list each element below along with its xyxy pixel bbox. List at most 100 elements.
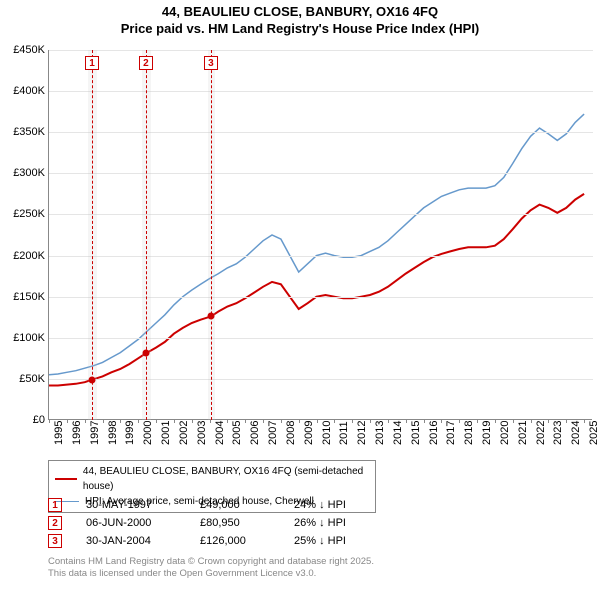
title-line-1: 44, BEAULIEU CLOSE, BANBURY, OX16 4FQ <box>0 4 600 21</box>
x-axis-label: 2018 <box>463 421 475 445</box>
footer: Contains HM Land Registry data © Crown c… <box>48 556 374 581</box>
y-axis-label: £50K <box>1 373 45 385</box>
sales-row: 206-JUN-2000£80,95026% ↓ HPI <box>48 516 384 530</box>
sale-marker-box: 2 <box>139 56 153 70</box>
y-gridline <box>49 173 593 174</box>
sale-point <box>207 313 214 320</box>
y-gridline <box>49 91 593 92</box>
plot-area: £0£50K£100K£150K£200K£250K£300K£350K£400… <box>48 50 592 420</box>
sale-dashed-line <box>211 50 212 420</box>
x-axis-label: 2017 <box>445 421 457 445</box>
footer-line-1: Contains HM Land Registry data © Crown c… <box>48 556 374 568</box>
x-axis-label: 2025 <box>588 421 600 445</box>
x-tick <box>424 419 425 423</box>
x-tick <box>495 419 496 423</box>
x-tick <box>334 419 335 423</box>
chart-container: 44, BEAULIEU CLOSE, BANBURY, OX16 4FQ Pr… <box>0 0 600 590</box>
x-axis-label: 2023 <box>552 421 564 445</box>
sales-row-marker: 1 <box>48 498 62 512</box>
legend-item: 44, BEAULIEU CLOSE, BANBURY, OX16 4FQ (s… <box>55 464 369 494</box>
x-tick <box>388 419 389 423</box>
y-gridline <box>49 338 593 339</box>
x-axis-label: 2021 <box>517 421 529 445</box>
x-tick <box>227 419 228 423</box>
hpi-line <box>49 114 584 375</box>
sales-row: 330-JAN-2004£126,00025% ↓ HPI <box>48 534 384 548</box>
x-tick <box>352 419 353 423</box>
x-tick <box>263 419 264 423</box>
legend-label: 44, BEAULIEU CLOSE, BANBURY, OX16 4FQ (s… <box>83 464 369 494</box>
x-tick <box>477 419 478 423</box>
sales-row-date: 30-JAN-2004 <box>86 535 176 547</box>
y-gridline <box>49 379 593 380</box>
line-layer <box>49 50 593 420</box>
sale-dashed-line <box>92 50 93 420</box>
x-axis-label: 2009 <box>303 421 315 445</box>
y-gridline <box>49 132 593 133</box>
x-axis-label: 2013 <box>374 421 386 445</box>
y-axis-label: £150K <box>1 291 45 303</box>
x-tick <box>120 419 121 423</box>
footer-line-2: This data is licensed under the Open Gov… <box>48 568 374 580</box>
sales-row-pct: 26% ↓ HPI <box>294 517 384 529</box>
x-tick <box>49 419 50 423</box>
sales-row-date: 06-JUN-2000 <box>86 517 176 529</box>
x-axis-label: 2004 <box>214 421 226 445</box>
x-tick <box>281 419 282 423</box>
title-block: 44, BEAULIEU CLOSE, BANBURY, OX16 4FQ Pr… <box>0 0 600 40</box>
sale-dashed-line <box>146 50 147 420</box>
x-axis-label: 2012 <box>356 421 368 445</box>
x-axis-label: 2014 <box>392 421 404 445</box>
x-axis-label: 1997 <box>89 421 101 445</box>
x-axis-label: 2011 <box>338 421 350 445</box>
y-axis-label: £250K <box>1 208 45 220</box>
x-axis-label: 2008 <box>285 421 297 445</box>
legend-swatch <box>55 478 77 480</box>
x-axis-label: 2005 <box>231 421 243 445</box>
x-axis-label: 1998 <box>107 421 119 445</box>
x-tick <box>406 419 407 423</box>
y-gridline <box>49 256 593 257</box>
x-tick <box>67 419 68 423</box>
x-axis-label: 1996 <box>71 421 83 445</box>
sale-point <box>142 350 149 357</box>
x-axis-label: 2020 <box>499 421 511 445</box>
y-axis-label: £0 <box>1 414 45 426</box>
sale-marker-box: 3 <box>204 56 218 70</box>
sales-row-marker: 3 <box>48 534 62 548</box>
x-axis-label: 2024 <box>570 421 582 445</box>
sales-row-marker: 2 <box>48 516 62 530</box>
x-tick <box>156 419 157 423</box>
x-tick <box>441 419 442 423</box>
sales-row-pct: 24% ↓ HPI <box>294 499 384 511</box>
x-tick <box>548 419 549 423</box>
x-tick <box>299 419 300 423</box>
x-tick <box>192 419 193 423</box>
x-tick <box>513 419 514 423</box>
y-axis-label: £300K <box>1 167 45 179</box>
title-line-2: Price paid vs. HM Land Registry's House … <box>0 21 600 38</box>
y-gridline <box>49 297 593 298</box>
sale-marker-box: 1 <box>85 56 99 70</box>
x-axis-label: 2022 <box>535 421 547 445</box>
x-tick <box>103 419 104 423</box>
x-tick <box>370 419 371 423</box>
price-paid-line <box>49 194 584 386</box>
x-tick <box>459 419 460 423</box>
sales-row-pct: 25% ↓ HPI <box>294 535 384 547</box>
x-tick <box>174 419 175 423</box>
x-tick <box>531 419 532 423</box>
x-axis-label: 2006 <box>249 421 261 445</box>
y-axis-label: £200K <box>1 250 45 262</box>
x-axis-label: 1999 <box>124 421 136 445</box>
x-tick <box>245 419 246 423</box>
y-axis-label: £450K <box>1 44 45 56</box>
sale-point <box>88 376 95 383</box>
x-axis-label: 2002 <box>178 421 190 445</box>
x-axis-label: 1995 <box>53 421 65 445</box>
x-axis-label: 2007 <box>267 421 279 445</box>
y-gridline <box>49 50 593 51</box>
x-axis-label: 2019 <box>481 421 493 445</box>
y-gridline <box>49 214 593 215</box>
x-tick <box>317 419 318 423</box>
